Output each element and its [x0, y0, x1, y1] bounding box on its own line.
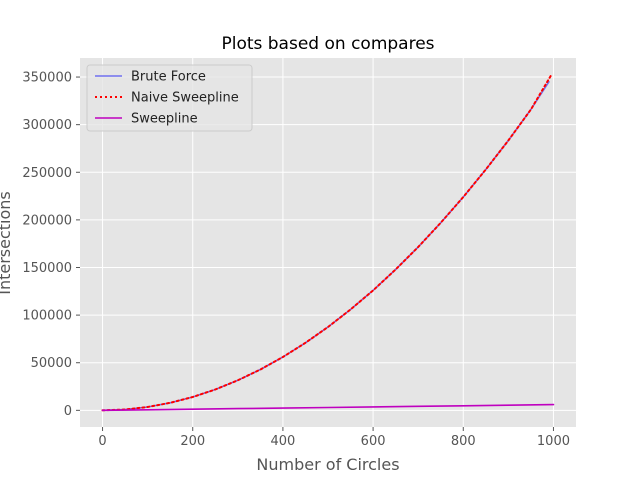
x-tick-label: 0	[98, 434, 106, 449]
y-tick-label: 100000	[22, 309, 72, 324]
y-tick-label: 150000	[22, 261, 72, 276]
chart-title: Plots based on compares	[221, 34, 434, 54]
y-tick-label: 300000	[22, 118, 72, 133]
x-tick-label: 1000	[537, 434, 570, 449]
legend-box	[86, 64, 253, 132]
y-axis-label: Intersections	[0, 191, 14, 295]
x-axis-label: Number of Circles	[256, 455, 399, 474]
series-lines	[101, 74, 555, 412]
y-tick-label: 50000	[31, 356, 72, 371]
x-tick-label: 400	[270, 434, 295, 449]
legend: Brute Force Naive Sweepline Sweepline	[86, 64, 253, 132]
series-line-naive-sweepline	[101, 74, 553, 412]
legend-label: Brute Force	[131, 70, 206, 85]
y-tick-label: 350000	[22, 71, 72, 86]
y-tick-label: 0	[64, 404, 72, 419]
y-tick-label: 250000	[22, 166, 72, 181]
y-tick-label: 200000	[22, 213, 72, 228]
axis-ticks: 0 200 400 600 800 1000 0 50000 100000 150000 20000…	[22, 71, 570, 449]
legend-label: Naive Sweepline	[131, 91, 239, 106]
x-tick-label: 200	[180, 434, 205, 449]
x-tick-label: 600	[361, 434, 386, 449]
x-tick-label: 800	[451, 434, 476, 449]
series-line-sweepline	[101, 403, 555, 412]
legend-label: Sweepline	[131, 112, 198, 127]
